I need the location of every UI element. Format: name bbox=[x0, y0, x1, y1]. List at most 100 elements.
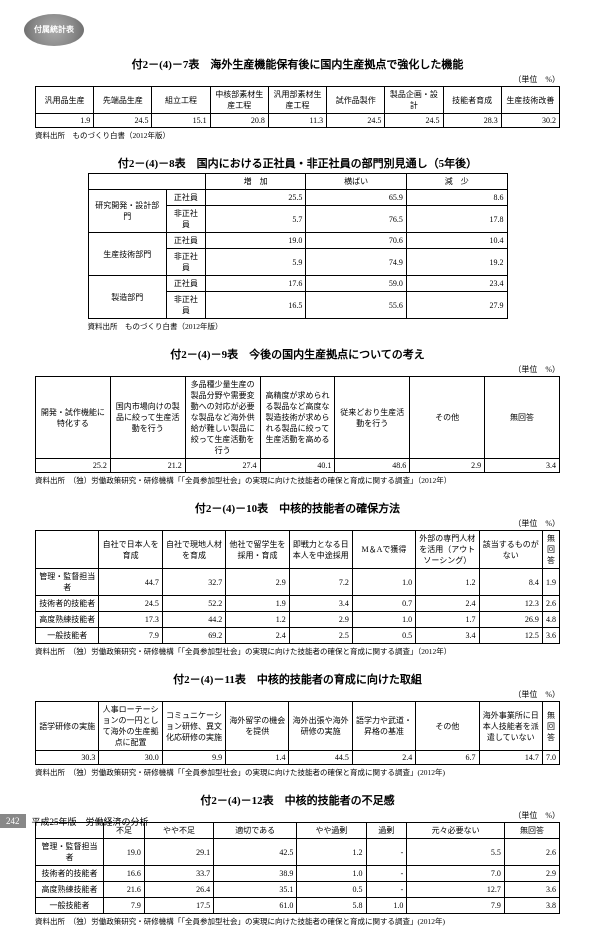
t9-table: 開発・試作機能に特化する 国内市場向けの製品に絞って生産活動を行う 多品種少量生… bbox=[35, 376, 560, 473]
t9-cell: 3.4 bbox=[485, 459, 560, 473]
t10-col: 他社で留学生を採用・育成 bbox=[226, 531, 289, 569]
t9-cell: 40.1 bbox=[260, 459, 335, 473]
t10-cell: 69.2 bbox=[162, 628, 225, 644]
t11-cell: 9.9 bbox=[162, 751, 225, 765]
t10-col: 該当するものがない bbox=[479, 531, 542, 569]
t11-cell: 1.4 bbox=[226, 751, 289, 765]
t8-cell: 55.6 bbox=[306, 292, 407, 319]
t11-col: 無回答 bbox=[542, 702, 559, 751]
t11-cell: 14.7 bbox=[479, 751, 542, 765]
t8-col: 減 少 bbox=[406, 174, 507, 190]
t10-cell: 0.7 bbox=[352, 596, 415, 612]
t7-unit: （単位 %） bbox=[35, 74, 560, 85]
t11-col: 海外留学の機会を提供 bbox=[226, 702, 289, 751]
t10-cell: 8.4 bbox=[479, 569, 542, 596]
t10-cell: 44.2 bbox=[162, 612, 225, 628]
t8-row: 生産技術部門正社員19.070.610.4 bbox=[88, 233, 507, 249]
t9-col: 多品種少量生産の製品分野や需要変動への対応が必要な製品など海外供給が難しい製品に… bbox=[185, 377, 260, 459]
t12-title: 付2－(4)－12表 中核的技能者の不足感 bbox=[35, 792, 560, 808]
t8-cell: 23.4 bbox=[406, 276, 507, 292]
t8-cell: 17.8 bbox=[406, 206, 507, 233]
t11-col: 海外事業所に日本人技能者を派遣していない bbox=[479, 702, 542, 751]
t12-row: 技術者的技能者16.633.738.91.0-7.02.9 bbox=[36, 866, 560, 882]
footer-text: 平成25年版 労働経済の分析 bbox=[32, 815, 149, 828]
t8-cell: 8.6 bbox=[406, 190, 507, 206]
t10-cell: 32.7 bbox=[162, 569, 225, 596]
t10-cell: 17.3 bbox=[99, 612, 162, 628]
t12-rowlbl: 管理・監督担当者 bbox=[36, 839, 104, 866]
t8-grp: 生産技術部門 bbox=[88, 233, 167, 276]
t11-cell: 44.5 bbox=[289, 751, 352, 765]
t12-cell: 38.9 bbox=[214, 866, 297, 882]
t7-cell: 30.2 bbox=[501, 114, 559, 128]
t9-cell: 48.6 bbox=[335, 459, 410, 473]
t10-blank bbox=[36, 531, 99, 569]
t12-cell: 35.1 bbox=[214, 882, 297, 898]
t10-cell: 1.7 bbox=[416, 612, 479, 628]
t8-col: 増 加 bbox=[205, 174, 306, 190]
t10-cell: 2.4 bbox=[416, 596, 479, 612]
t7-col: 技能者育成 bbox=[443, 87, 501, 114]
t10-cell: 2.9 bbox=[226, 569, 289, 596]
t12-cell: 3.8 bbox=[504, 898, 559, 914]
t9-cell: 27.4 bbox=[185, 459, 260, 473]
t8-cell: 59.0 bbox=[306, 276, 407, 292]
t11-head: 語学研修の実施 人事ローテーションの一円として海外の生産拠点に配置 コミュニケー… bbox=[36, 702, 560, 751]
t8-grp: 研究開発・設計部門 bbox=[88, 190, 167, 233]
page-footer: 242 平成25年版 労働経済の分析 bbox=[0, 814, 149, 828]
t12-cell: 33.7 bbox=[144, 866, 213, 882]
t9-row: 25.2 21.2 27.4 40.1 48.6 2.9 3.4 bbox=[36, 459, 560, 473]
t9-src: 資料出所 （独）労働政策研究・研修機構「「全員参加型社会」の実現に向けた技能者の… bbox=[35, 475, 560, 486]
t9-col: 高精度が求められる製品など高度な製造技術が求められる製品に絞って生産活動を高める bbox=[260, 377, 335, 459]
t8-cell: 70.6 bbox=[306, 233, 407, 249]
t12-col: 元々必要ない bbox=[407, 823, 505, 839]
t12-col: 無回答 bbox=[504, 823, 559, 839]
t11-col: 海外出張や海外研修の実施 bbox=[289, 702, 352, 751]
t11-table: 語学研修の実施 人事ローテーションの一円として海外の生産拠点に配置 コミュニケー… bbox=[35, 701, 560, 765]
t8-cell: 16.5 bbox=[205, 292, 306, 319]
t11-cell: 6.7 bbox=[416, 751, 479, 765]
t12-cell: 19.0 bbox=[104, 839, 145, 866]
t7-cell: 20.8 bbox=[210, 114, 268, 128]
t10-cell: 0.5 bbox=[352, 628, 415, 644]
t10-cell: 2.5 bbox=[289, 628, 352, 644]
t8-cell: 19.2 bbox=[406, 249, 507, 276]
t12-cell: 61.0 bbox=[214, 898, 297, 914]
t12-cell: - bbox=[366, 882, 407, 898]
t7-title: 付2－(4)－7表 海外生産機能保有後に国内生産拠点で強化した機能 bbox=[35, 56, 560, 72]
t10-cell: 1.0 bbox=[352, 612, 415, 628]
t7-table: 汎用品生産 先端品生産 組立工程 中核部素材生産工程 汎用部素材生産工程 試作品… bbox=[35, 86, 560, 128]
t7-cell: 24.5 bbox=[385, 114, 443, 128]
t12-cell: 12.7 bbox=[407, 882, 505, 898]
t8-row: 製造部門正社員17.659.023.4 bbox=[88, 276, 507, 292]
t8-cell: 27.9 bbox=[406, 292, 507, 319]
t12-cell: 2.6 bbox=[504, 839, 559, 866]
t9-col: その他 bbox=[410, 377, 485, 459]
t11-col: コミュニケーション研修、異文化応研修の実施 bbox=[162, 702, 225, 751]
t12-col: 過剰 bbox=[366, 823, 407, 839]
t10-title: 付2－(4)－10表 中核的技能者の確保方法 bbox=[35, 500, 560, 516]
t10-cell: 7.9 bbox=[99, 628, 162, 644]
t10-col: M＆Aで獲得 bbox=[352, 531, 415, 569]
t8-cell: 5.9 bbox=[205, 249, 306, 276]
t10-col: 無回答 bbox=[542, 531, 559, 569]
t8-cell: 65.9 bbox=[306, 190, 407, 206]
t10-cell: 2.4 bbox=[226, 628, 289, 644]
t8-cell: 5.7 bbox=[205, 206, 306, 233]
t12-cell: 21.6 bbox=[104, 882, 145, 898]
t11-title: 付2－(4)－11表 中核的技能者の育成に向けた取組 bbox=[35, 671, 560, 687]
t12-cell: 7.9 bbox=[104, 898, 145, 914]
t12-cell: 5.8 bbox=[297, 898, 366, 914]
page-number: 242 bbox=[0, 814, 26, 828]
t9-col: 開発・試作機能に特化する bbox=[36, 377, 111, 459]
t12-col: 適切である bbox=[214, 823, 297, 839]
section-badge: 付属統計表 bbox=[24, 14, 84, 46]
t10-col: 自社で現地人材を育成 bbox=[162, 531, 225, 569]
t10-rowlbl: 一般技能者 bbox=[36, 628, 99, 644]
t10-cell: 1.0 bbox=[352, 569, 415, 596]
t10-cell: 2.9 bbox=[289, 612, 352, 628]
t10-cell: 4.8 bbox=[542, 612, 559, 628]
t7-cell: 28.3 bbox=[443, 114, 501, 128]
t8-col: 横ばい bbox=[306, 174, 407, 190]
t10-cell: 3.4 bbox=[416, 628, 479, 644]
